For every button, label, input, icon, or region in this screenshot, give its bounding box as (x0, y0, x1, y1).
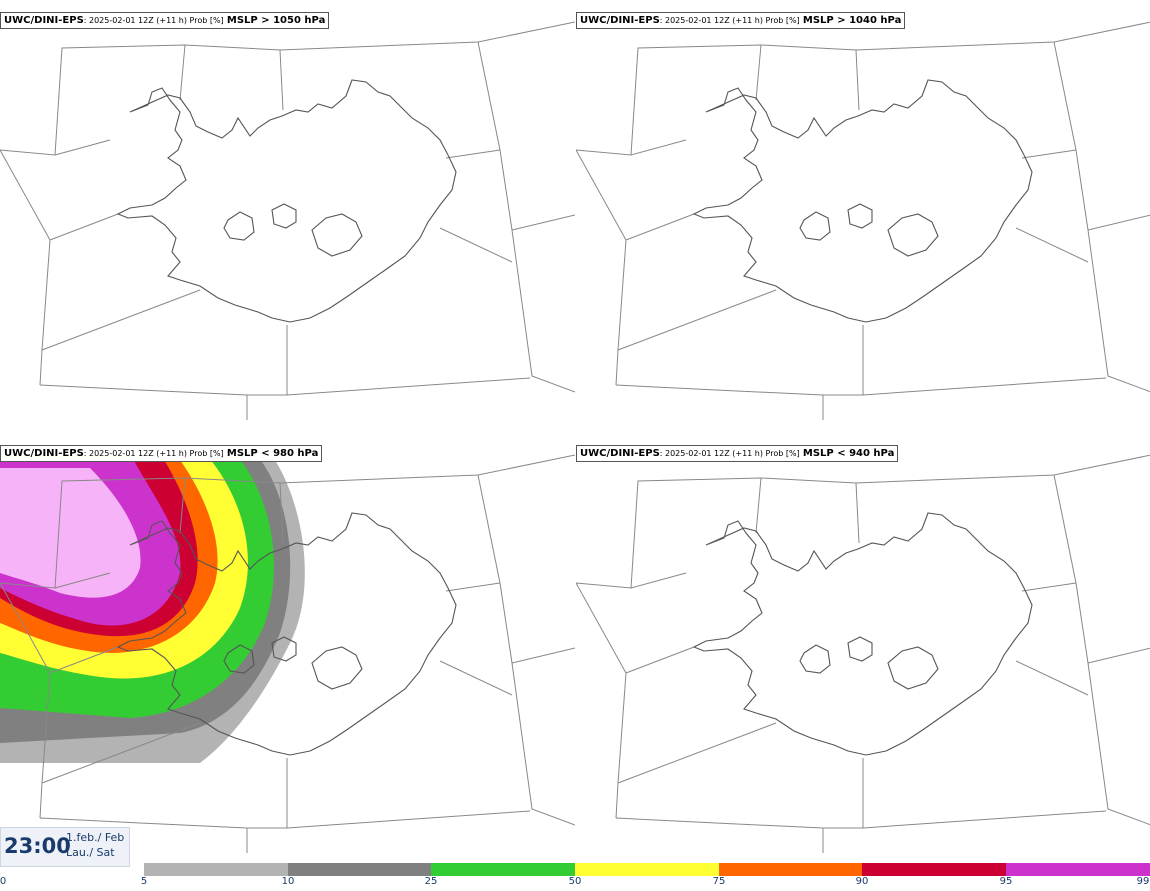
map-panel-4: UWC/DINI-EPS: 2025-02-01 12Z (+11 h) Pro… (576, 433, 1150, 866)
colorbar-tick-label: 95 (999, 876, 1013, 887)
panel-title: UWC/DINI-EPS: 2025-02-01 12Z (+11 h) Pro… (576, 445, 899, 462)
panel-title: UWC/DINI-EPS: 2025-02-01 12Z (+11 h) Pro… (0, 445, 323, 462)
colorbar-swatch (144, 863, 288, 876)
run-info: : 2025-02-01 12Z (+11 h) Prob [%] (83, 16, 224, 25)
run-info: : 2025-02-01 12Z (+11 h) Prob [%] (659, 16, 800, 25)
grid-lines (576, 21, 1150, 420)
model-name: UWC/DINI-EPS (4, 448, 84, 459)
coastline (116, 512, 457, 756)
run-info: : 2025-02-01 12Z (+11 h) Prob [%] (659, 449, 800, 458)
probability-shading (0, 453, 305, 763)
field-label: MSLP > 1040 hPa (802, 15, 902, 26)
grid-lines (0, 454, 575, 853)
map-canvas (576, 454, 1150, 853)
valid-weekday: Lau./ Sat (66, 846, 115, 859)
model-name: UWC/DINI-EPS (580, 15, 660, 26)
colorbar-swatch (1006, 863, 1150, 876)
colorbar-tick-label: 90 (855, 876, 869, 887)
colorbar-swatch (431, 863, 575, 876)
probability-colorbar: 0 5 10 25 50 75 90 95 99 (0, 862, 1150, 891)
field-label: MSLP < 980 hPa (226, 448, 319, 459)
colorbar-tick-label: 0 (0, 876, 7, 887)
map-panel-1: UWC/DINI-EPS: 2025-02-01 12Z (+11 h) Pro… (0, 0, 575, 433)
panel-title: UWC/DINI-EPS: 2025-02-01 12Z (+11 h) Pro… (576, 12, 906, 29)
colorbar-tick-label: 5 (140, 876, 148, 887)
colorbar-tick-label: 50 (568, 876, 582, 887)
colorbar-tick-label: 75 (712, 876, 726, 887)
grid-lines (576, 454, 1150, 853)
colorbar-tick-label: 25 (424, 876, 438, 887)
run-info: : 2025-02-01 12Z (+11 h) Prob [%] (83, 449, 224, 458)
colorbar-tick-label: 99 (1136, 876, 1150, 887)
coastline (116, 79, 457, 323)
map-canvas (576, 21, 1150, 420)
field-label: MSLP < 940 hPa (802, 448, 895, 459)
colorbar-tick-label: 10 (281, 876, 295, 887)
map-panel-3: UWC/DINI-EPS: 2025-02-01 12Z (+11 h) Pro… (0, 433, 575, 866)
model-name: UWC/DINI-EPS (580, 448, 660, 459)
panel-title: UWC/DINI-EPS: 2025-02-01 12Z (+11 h) Pro… (0, 12, 330, 29)
model-name: UWC/DINI-EPS (4, 15, 84, 26)
coastline (692, 512, 1033, 756)
colorbar-swatch (862, 863, 1006, 876)
colorbar-swatch (288, 863, 431, 876)
valid-date: 1.feb./ Feb (66, 831, 125, 844)
map-panel-2: UWC/DINI-EPS: 2025-02-01 12Z (+11 h) Pro… (576, 0, 1150, 433)
coastline (692, 79, 1033, 323)
valid-time-box: 23:00 1.feb./ Feb Lau./ Sat (0, 827, 130, 867)
map-canvas (0, 21, 575, 420)
colorbar-swatch (719, 863, 862, 876)
valid-time: 23:00 (4, 834, 71, 858)
colorbar-swatch (575, 863, 719, 876)
field-label: MSLP > 1050 hPa (226, 15, 326, 26)
map-canvas (0, 453, 575, 853)
grid-lines (0, 21, 575, 420)
